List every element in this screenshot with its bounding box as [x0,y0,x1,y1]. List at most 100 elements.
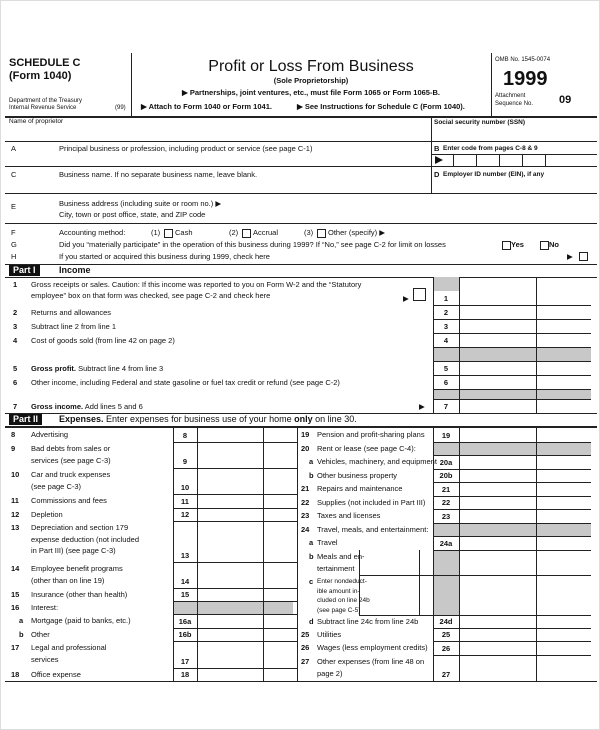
num: 6 [13,378,18,387]
rule [433,628,591,629]
rule [433,333,591,334]
label: Part I [9,265,40,276]
text-span: Subtract line 4 from line 3 [78,364,164,373]
text-line: Enter nondeduct- [317,578,367,585]
rule [433,277,434,413]
num: 11 [11,496,19,505]
label: Part II [9,414,43,425]
num: 3 [13,322,18,331]
text-line: Advertising [31,430,69,439]
num: 9 [11,444,16,453]
rule [5,116,597,118]
attachment: Attachment [495,93,526,99]
rule [359,575,433,576]
rule [433,389,591,390]
text-line: Vehicles, machinery, and equipment [317,457,437,466]
rule [173,668,297,669]
rule [433,523,591,524]
num: 1 [13,280,18,289]
box: 20b [439,471,453,480]
rule [5,223,597,224]
text-line: Interest: [31,603,59,612]
box: 7 [443,402,449,411]
year: 1999 [503,68,548,90]
num: 26 [301,643,310,652]
rule [433,442,591,443]
num: a [309,538,314,547]
rule [173,641,297,642]
rule [359,550,360,615]
text-line: tertainment [317,563,355,573]
box: 27 [441,670,451,679]
checkbox [242,229,251,238]
text-line: Taxes and licenses [317,511,381,520]
num: 12 [11,510,20,519]
rule [522,154,523,166]
text-line: (see page C-3) [31,481,82,491]
ssn-label: Social security number (SSN) [434,119,526,126]
rule [173,614,297,615]
shade [433,277,459,291]
subtitle: Expenses. Enter expenses for business us… [59,414,357,425]
note3: ▶ See Instructions for Schedule C (Form … [297,102,465,111]
rule [5,426,597,428]
box: 16a [178,617,192,626]
form: (Form 1040) [9,70,72,82]
text-line: expense deduction (not included [31,534,139,544]
rule [359,615,433,616]
num: 5 [13,364,18,373]
rule [545,154,546,166]
g-letter: G [11,240,17,249]
num: 2 [13,308,18,317]
box: 21 [441,485,451,494]
text-line: Other [31,630,50,639]
rule [499,154,500,166]
f-text: Accounting method: [59,228,126,237]
text-line: cluded on line 24b [317,597,370,604]
num: 15 [11,590,20,599]
num: 21 [301,484,310,493]
irs: Internal Revenue Service [9,105,77,111]
num: 10 [11,470,20,479]
line-text: Gross profit. Subtract line 4 from line … [31,364,163,374]
rule [433,509,591,510]
num: 27 [301,657,310,666]
text-line: Legal and professional [31,643,107,652]
shade [197,601,293,614]
b-letter: B [434,144,440,153]
box: 8 [182,431,188,440]
h-text: If you started or acquired this business… [59,252,270,261]
c-text: Business name. If no separate business n… [59,170,258,179]
text-line: Gross receipts or sales. Caution: If thi… [31,280,362,289]
shade [433,389,591,399]
num: 8 [11,430,16,439]
num: 25 [301,630,310,639]
name-label: Name of proprietor [9,118,64,125]
text-line: Meals and en- [317,552,365,561]
text-span: Add lines 5 and 6 [84,402,143,411]
rule [433,641,591,642]
subtitle: (Sole Proprietorship) [273,76,349,85]
box: 22 [441,498,451,507]
shade [433,347,591,361]
rule [131,53,132,116]
text-line: (other than on line 19) [31,575,105,585]
box: 5 [443,364,449,373]
text-span: Expenses. [59,414,104,424]
checkbox [579,252,588,261]
rule [433,496,591,497]
f-opt2: (2) [229,228,239,237]
num: 7 [13,402,18,411]
text-line: Depletion [31,510,63,519]
schedule: SCHEDULE C [9,57,81,69]
h-letter: H [11,252,17,261]
num: 22 [301,498,310,507]
arrow: ▶ [419,402,425,411]
checkbox [540,241,549,250]
rule [433,655,591,656]
box: 26 [441,644,451,653]
text-line: Depreciation and section 179 [31,523,129,532]
rule [431,154,597,155]
text-line: Employee benefit programs [31,564,123,573]
